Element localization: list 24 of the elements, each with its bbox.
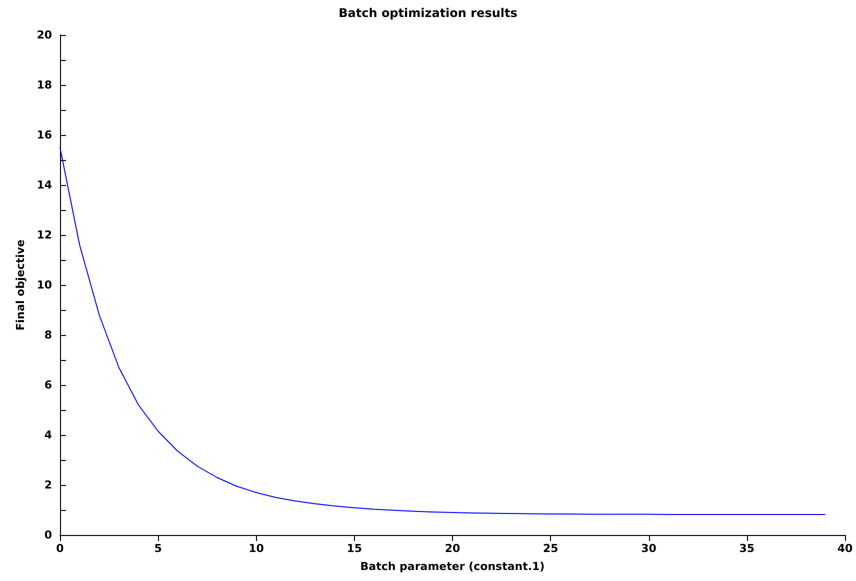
- x-tick-label: 15: [346, 542, 362, 555]
- x-tick-label: 30: [641, 542, 657, 555]
- x-tick-label: 20: [444, 542, 460, 555]
- x-tick-label: 10: [248, 542, 264, 555]
- y-tick-label: 16: [36, 128, 52, 142]
- x-axis-title: Batch parameter (constant.1): [360, 560, 545, 573]
- y-tick-label: 4: [44, 428, 52, 442]
- y-tick-label: 10: [36, 278, 52, 292]
- y-tick-label: 2: [44, 478, 52, 492]
- x-tick-label: 5: [154, 542, 162, 555]
- y-tick-label: 20: [36, 28, 52, 42]
- y-tick-label: 6: [44, 378, 52, 392]
- x-tick-label: 40: [837, 542, 853, 555]
- y-tick-label: 8: [44, 328, 52, 342]
- line-series: [60, 147, 826, 515]
- y-tick-label: 14: [36, 178, 52, 192]
- chart-title: Batch optimization results: [338, 6, 518, 20]
- y-tick-label: 0: [44, 528, 52, 542]
- y-tick-label: 12: [36, 228, 52, 242]
- x-tick-label: 0: [56, 542, 64, 555]
- y-axis-title: Final objective: [14, 240, 27, 330]
- y-tick-label: 18: [36, 78, 52, 92]
- x-tick-label: 35: [739, 542, 755, 555]
- x-tick-label: 25: [542, 542, 558, 555]
